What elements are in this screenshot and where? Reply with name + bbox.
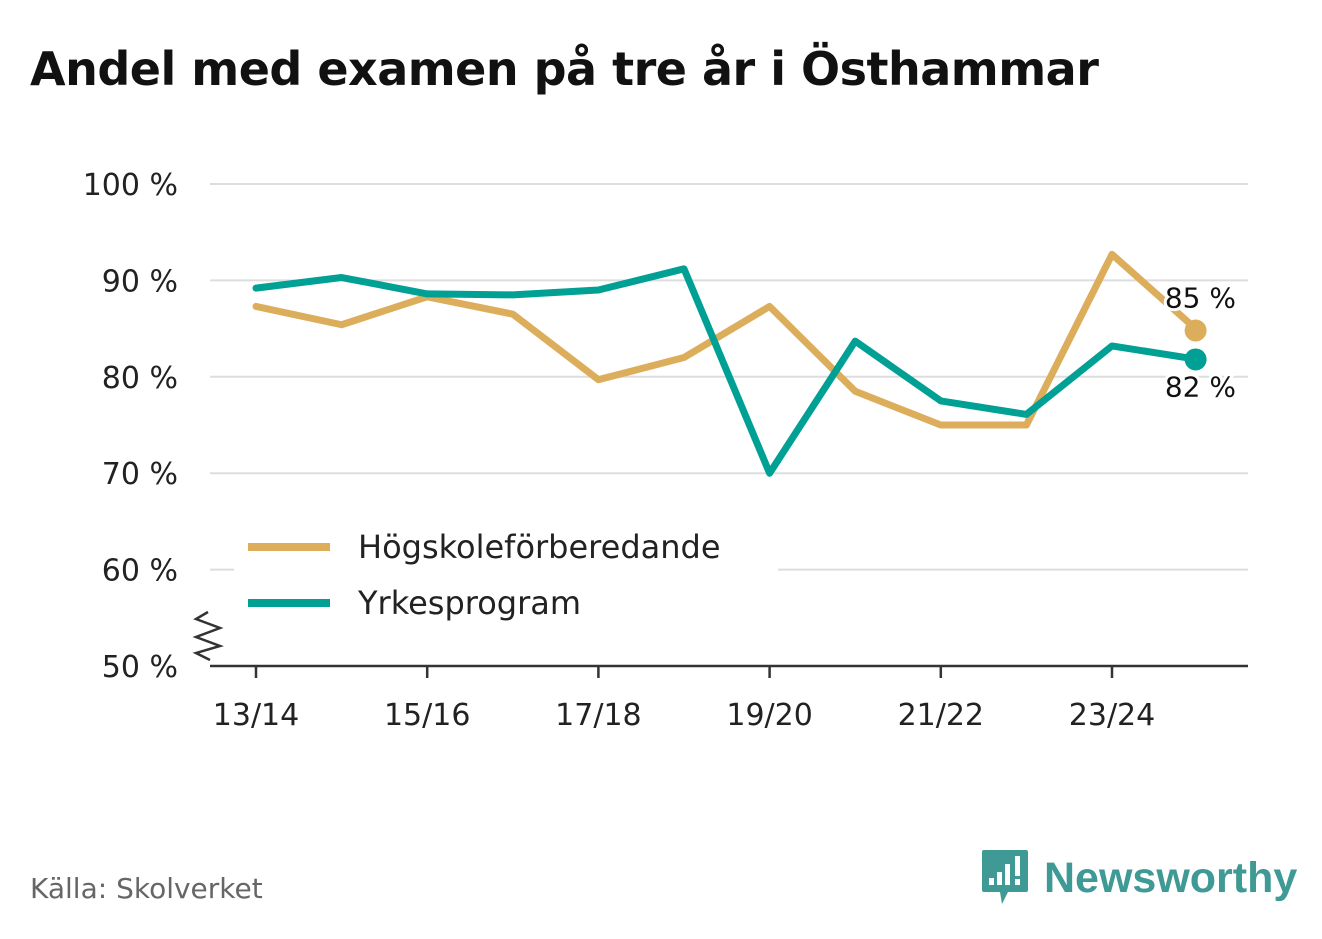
x-tick-label: 13/14 xyxy=(213,698,299,733)
x-tick-label: 23/24 xyxy=(1069,698,1155,733)
series-line xyxy=(252,265,1202,477)
legend-swatch-yrkesprogram xyxy=(248,599,330,607)
source-credit: Källa: Skolverket xyxy=(30,872,263,905)
legend-label: Högskoleförberedande xyxy=(358,528,721,566)
legend-label: Yrkesprogram xyxy=(358,584,582,622)
end-dot xyxy=(1184,319,1207,342)
end-label: 85 % xyxy=(1165,282,1236,315)
brand-logo[interactable]: Newsworthy xyxy=(980,848,1297,908)
x-tick-label: 19/20 xyxy=(726,698,812,733)
legend: Högskoleförberedande Yrkesprogram xyxy=(234,520,778,632)
chart-title: Andel med examen på tre år i Östhammar xyxy=(30,42,1099,96)
y-tick-label: 50 % xyxy=(102,650,178,685)
end-labels: 85 % 82 % xyxy=(1162,279,1239,407)
x-axis: 13/14 15/16 17/18 19/20 21/22 23/24 xyxy=(210,664,1248,733)
end-dot xyxy=(1184,348,1207,371)
y-tick-label: 70 % xyxy=(102,457,178,492)
y-axis-ticks: 50 % 60 % 70 % 80 % 90 % 100 % xyxy=(83,168,178,685)
y-tick-label: 90 % xyxy=(102,264,178,299)
x-tick-label: 21/22 xyxy=(898,698,984,733)
y-tick-label: 80 % xyxy=(102,361,178,396)
brand-name: Newsworthy xyxy=(1044,853,1298,902)
y-tick-label: 100 % xyxy=(83,168,178,203)
series-line xyxy=(252,250,1202,429)
newsworthy-logo-icon xyxy=(982,850,1028,904)
axis-break-zigzag xyxy=(192,610,224,662)
axis-break-mark xyxy=(192,610,224,662)
series-lines xyxy=(252,250,1202,477)
legend-item-hogskoleforberedande: Högskoleförberedande xyxy=(248,528,721,566)
x-tick-label: 15/16 xyxy=(384,698,470,733)
legend-swatch-hogskoleforberedande xyxy=(248,543,330,551)
legend-item-yrkesprogram: Yrkesprogram xyxy=(248,584,581,622)
end-label: 82 % xyxy=(1165,370,1236,403)
y-tick-label: 60 % xyxy=(102,554,178,589)
x-tick-label: 17/18 xyxy=(555,698,641,733)
